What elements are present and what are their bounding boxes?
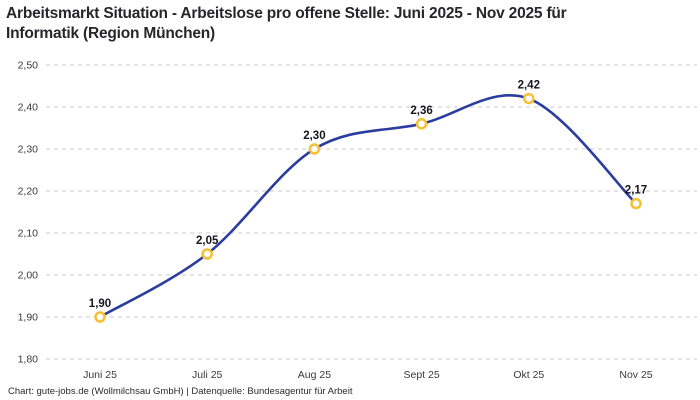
y-tick-label: 1,80 [18, 354, 39, 366]
data-labels: 1,90 2,05 2,30 2,36 2,42 2,17 [89, 80, 647, 310]
data-point-label: 1,90 [89, 298, 111, 310]
series-line [98, 93, 638, 319]
data-point-label: 2,42 [518, 80, 540, 92]
data-point-marker [415, 118, 428, 130]
x-axis-labels: Juni 25 Juli 25 Aug 25 Sept 25 Okt 25 Nov 25 [83, 369, 653, 381]
data-point-label: 2,30 [303, 130, 325, 142]
gridlines [46, 64, 697, 360]
x-tick-label: Sept 25 [403, 369, 439, 381]
x-tick-label: Nov 25 [619, 369, 652, 381]
data-point-marker [94, 311, 106, 323]
data-point-label: 2,17 [625, 185, 647, 197]
data-points [94, 92, 642, 323]
chart-attribution: Chart: gute-jobs.de (Wollmilchsau GmbH) … [8, 386, 353, 397]
x-tick-label: Aug 25 [298, 369, 331, 381]
data-point-label: 2,36 [410, 105, 432, 117]
data-point-marker [630, 197, 642, 210]
data-point-marker [308, 143, 321, 155]
y-tick-label: 2,10 [18, 228, 39, 240]
chart-title: Arbeitsmarkt Situation - Arbeitslose pro… [6, 5, 567, 42]
data-point-marker [523, 92, 535, 105]
y-tick-label: 2,20 [18, 186, 39, 198]
y-tick-label: 2,00 [18, 270, 39, 282]
y-axis-labels: 2,50 2,40 2,30 2,20 2,10 2,00 1,90 1,80 [18, 60, 39, 366]
y-tick-label: 2,40 [18, 102, 39, 114]
x-tick-label: Okt 25 [513, 369, 544, 381]
x-tick-label: Juli 25 [192, 369, 223, 381]
x-tick-label: Juni 25 [83, 369, 117, 381]
line-path [98, 93, 638, 319]
y-tick-label: 2,30 [18, 144, 39, 156]
y-tick-label: 2,50 [18, 60, 39, 72]
y-tick-label: 1,90 [18, 312, 39, 324]
data-point-marker [201, 248, 213, 260]
data-point-label: 2,05 [196, 235, 219, 247]
